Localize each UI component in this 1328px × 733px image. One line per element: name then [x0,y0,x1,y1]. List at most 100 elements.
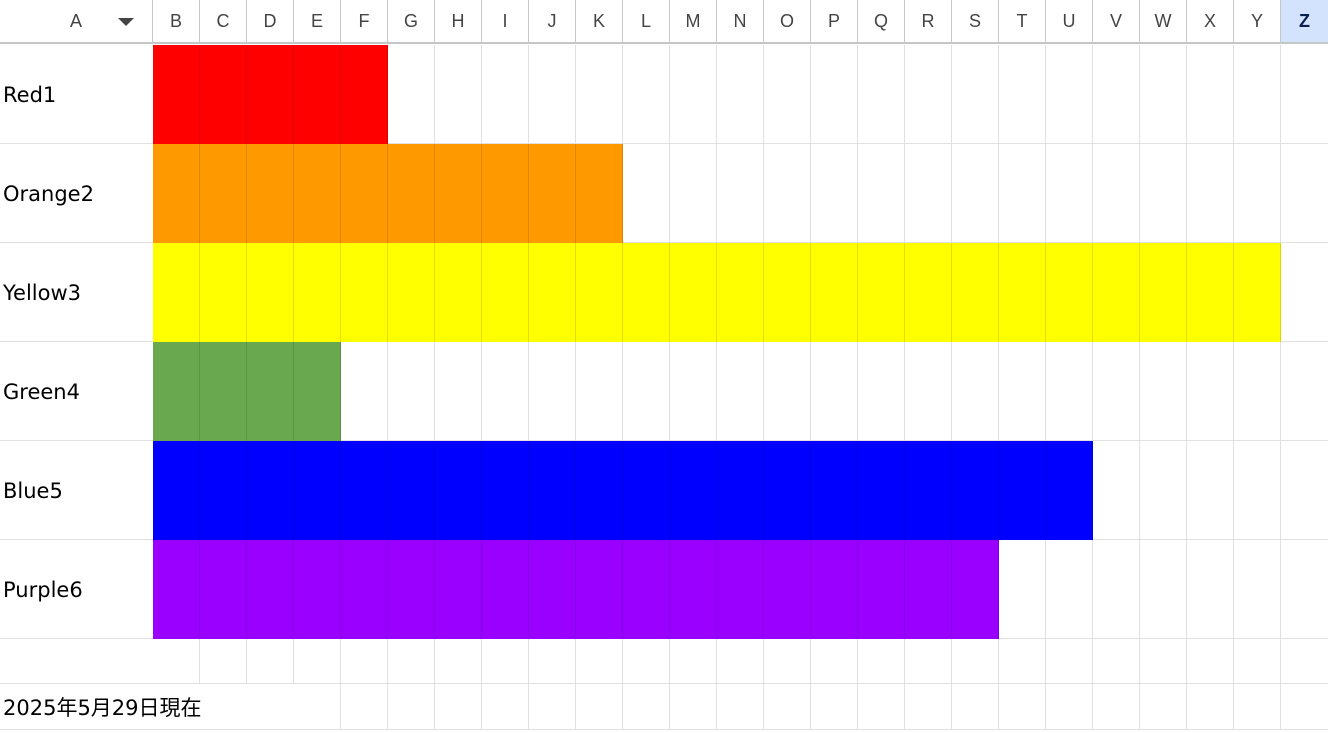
cell-e7[interactable] [294,639,341,684]
cell-o8[interactable] [764,684,811,730]
bar-cell-yellow3[interactable] [717,243,764,342]
cell-r2[interactable] [905,144,952,243]
cell-s8[interactable] [952,684,999,730]
bar-cell-blue5[interactable] [905,441,952,540]
row-label[interactable]: Orange2 [3,181,94,206]
bar-cell-blue5[interactable] [952,441,999,540]
cell-v8[interactable] [1093,684,1140,730]
cell-v1[interactable] [1093,45,1140,144]
column-header-w[interactable]: W [1140,0,1187,44]
column-header-t[interactable]: T [999,0,1046,44]
cell-v4[interactable] [1093,342,1140,441]
cell-w4[interactable] [1140,342,1187,441]
cell-n7[interactable] [717,639,764,684]
bar-cell-purple6[interactable] [482,540,529,639]
cell-h7[interactable] [435,639,482,684]
cell-i7[interactable] [482,639,529,684]
cell-q2[interactable] [858,144,905,243]
cell-l4[interactable] [623,342,670,441]
cell-s4[interactable] [952,342,999,441]
cell-z8[interactable] [1281,684,1328,730]
bar-cell-blue5[interactable] [435,441,482,540]
column-header-k[interactable]: K [576,0,623,44]
cell-i4[interactable] [482,342,529,441]
bar-cell-yellow3[interactable] [858,243,905,342]
cell-l2[interactable] [623,144,670,243]
bar-cell-purple6[interactable] [341,540,388,639]
bar-cell-yellow3[interactable] [952,243,999,342]
bar-cell-red1[interactable] [153,45,200,144]
cell-r7[interactable] [905,639,952,684]
cell-a6[interactable] [0,540,153,639]
bar-cell-yellow3[interactable] [623,243,670,342]
column-header-o[interactable]: O [764,0,811,44]
bar-cell-purple6[interactable] [811,540,858,639]
column-header-g[interactable]: G [388,0,435,44]
cell-l7[interactable] [623,639,670,684]
cell-y7[interactable] [1234,639,1281,684]
row-label[interactable]: Green4 [3,379,80,404]
bar-cell-yellow3[interactable] [999,243,1046,342]
column-header-z[interactable]: Z [1281,0,1328,44]
bar-cell-purple6[interactable] [717,540,764,639]
bar-cell-blue5[interactable] [1046,441,1093,540]
bar-cell-yellow3[interactable] [764,243,811,342]
cell-y4[interactable] [1234,342,1281,441]
bar-cell-yellow3[interactable] [482,243,529,342]
cell-t6[interactable] [999,540,1046,639]
bar-cell-blue5[interactable] [717,441,764,540]
cell-u6[interactable] [1046,540,1093,639]
bar-cell-yellow3[interactable] [1234,243,1281,342]
cell-t1[interactable] [999,45,1046,144]
column-header-s[interactable]: S [952,0,999,44]
cell-x7[interactable] [1187,639,1234,684]
column-header-p[interactable]: P [811,0,858,44]
bar-cell-blue5[interactable] [529,441,576,540]
bar-cell-red1[interactable] [341,45,388,144]
cell-r1[interactable] [905,45,952,144]
cell-o1[interactable] [764,45,811,144]
cell-g4[interactable] [388,342,435,441]
cell-f8[interactable] [341,684,388,730]
bar-cell-orange2[interactable] [247,144,294,243]
cell-n1[interactable] [717,45,764,144]
cell-g8[interactable] [388,684,435,730]
column-header-m[interactable]: M [670,0,717,44]
cell-d7[interactable] [247,639,294,684]
bar-cell-blue5[interactable] [482,441,529,540]
cell-s2[interactable] [952,144,999,243]
cell-c7[interactable] [200,639,247,684]
cell-z7[interactable] [1281,639,1328,684]
cell-r8[interactable] [905,684,952,730]
cell-i1[interactable] [482,45,529,144]
cell-a3[interactable] [0,243,153,342]
bar-cell-yellow3[interactable] [670,243,717,342]
bar-cell-purple6[interactable] [153,540,200,639]
cell-l1[interactable] [623,45,670,144]
bar-cell-purple6[interactable] [670,540,717,639]
bar-cell-yellow3[interactable] [388,243,435,342]
bar-cell-purple6[interactable] [952,540,999,639]
cell-v7[interactable] [1093,639,1140,684]
bar-cell-yellow3[interactable] [1140,243,1187,342]
cell-p2[interactable] [811,144,858,243]
cell-j4[interactable] [529,342,576,441]
cell-a1[interactable] [0,45,153,144]
cell-v6[interactable] [1093,540,1140,639]
column-header-c[interactable]: C [200,0,247,44]
cell-v2[interactable] [1093,144,1140,243]
bar-cell-red1[interactable] [294,45,341,144]
cell-m8[interactable] [670,684,717,730]
bar-cell-blue5[interactable] [811,441,858,540]
cell-w1[interactable] [1140,45,1187,144]
cell-t7[interactable] [999,639,1046,684]
column-header-q[interactable]: Q [858,0,905,44]
cell-y1[interactable] [1234,45,1281,144]
cell-k1[interactable] [576,45,623,144]
bar-cell-blue5[interactable] [764,441,811,540]
bar-cell-purple6[interactable] [764,540,811,639]
column-header-r[interactable]: R [905,0,952,44]
cell-z5[interactable] [1281,441,1328,540]
cell-z6[interactable] [1281,540,1328,639]
bar-cell-orange2[interactable] [435,144,482,243]
